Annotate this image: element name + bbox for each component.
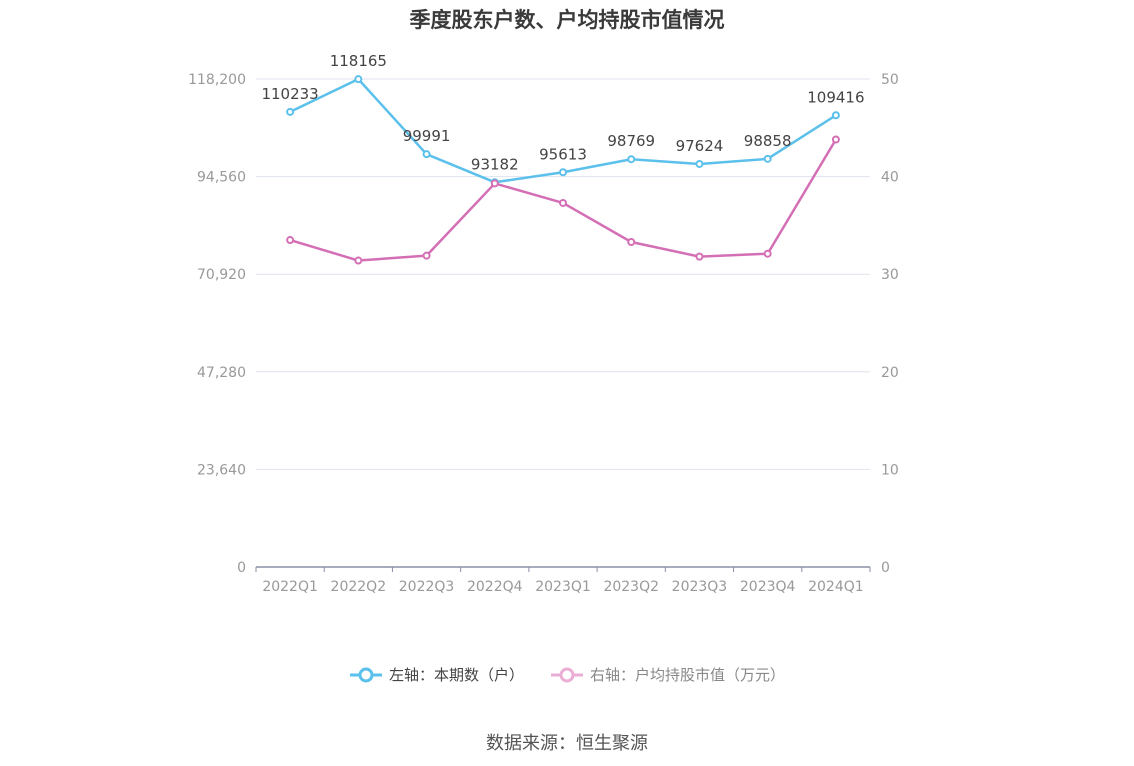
- avg-holding-point: [695, 252, 704, 261]
- households-data-label: 93182: [471, 155, 519, 173]
- households-data-label: 97624: [676, 137, 724, 155]
- x-tick-label: 2023Q1: [535, 579, 591, 595]
- households-point: [286, 107, 295, 116]
- data-labels: 110233 118165 99991 93182 95613 98769 97624 988…: [261, 52, 864, 173]
- households-data-label: 109416: [807, 88, 864, 106]
- right-tick-label: 30: [881, 267, 899, 283]
- legend-label-avg-holding: 右轴：户均持股市值（万元）: [590, 666, 786, 684]
- avg-holding-point: [354, 256, 363, 265]
- chart-title: 季度股东户数、户均持股市值情况: [409, 8, 725, 32]
- avg-holding-point: [286, 236, 295, 245]
- avg-holding-point: [763, 249, 772, 258]
- right-tick-label: 10: [881, 462, 899, 478]
- right-tick-label: 50: [881, 72, 899, 88]
- legend-marker-households-icon: [349, 667, 382, 682]
- x-tick-label: 2023Q3: [672, 579, 728, 595]
- left-tick-label: 118,200: [188, 72, 246, 88]
- households-data-label: 110233: [261, 85, 318, 103]
- legend-marker-avg-holding-icon: [551, 667, 583, 682]
- grid-lines: [256, 78, 870, 470]
- series-lines: [286, 75, 840, 265]
- households-data-label: 98858: [744, 132, 792, 150]
- households-point: [695, 159, 704, 168]
- x-tick-label: 2022Q2: [331, 579, 387, 595]
- households-point: [627, 155, 636, 164]
- axes: 0 23,640 47,280 70,920 94,560 118,200 0 10 20 30 4…: [188, 72, 899, 595]
- households-line: [289, 77, 837, 184]
- avg-holding-point: [627, 237, 636, 246]
- avg-holding-point: [490, 179, 499, 188]
- x-tick-label: 2022Q1: [262, 579, 318, 595]
- avg-holding-point: [831, 135, 840, 144]
- right-tick-label: 0: [881, 560, 890, 576]
- source-note: 数据来源：恒生聚源: [486, 733, 648, 754]
- left-tick-label: 0: [237, 560, 246, 576]
- x-tick-label: 2022Q4: [467, 579, 523, 595]
- households-point: [354, 75, 363, 84]
- x-tick-label: 2023Q2: [603, 579, 659, 595]
- right-tick-label: 40: [881, 170, 899, 186]
- legend-item-avg-holding[interactable]: 右轴：户均持股市值（万元）: [550, 664, 785, 685]
- households-point: [422, 150, 431, 159]
- avg-holding-point: [422, 251, 431, 260]
- households-data-label: 99991: [403, 127, 451, 145]
- right-tick-label: 20: [881, 365, 899, 381]
- left-tick-label: 23,640: [197, 462, 246, 478]
- x-tick-label: 2024Q1: [808, 579, 864, 595]
- x-tick-label: 2022Q3: [399, 579, 455, 595]
- legend-label-households: 左轴：本期数（户）: [388, 666, 524, 684]
- households-point: [831, 111, 840, 120]
- legend-item-households[interactable]: 左轴：本期数（户）: [349, 664, 524, 685]
- left-tick-label: 47,280: [197, 365, 246, 381]
- households-point: [763, 154, 772, 163]
- left-tick-label: 94,560: [197, 170, 246, 186]
- legend: 左轴：本期数（户） 右轴：户均持股市值（万元）: [0, 664, 1134, 685]
- avg-holding-point: [559, 198, 567, 207]
- households-data-label: 95613: [539, 145, 587, 163]
- left-tick-label: 70,920: [197, 267, 246, 283]
- households-data-label: 118165: [330, 52, 387, 70]
- x-tick-label: 2023Q4: [740, 579, 796, 595]
- households-point: [559, 168, 567, 177]
- households-data-label: 98769: [607, 132, 655, 150]
